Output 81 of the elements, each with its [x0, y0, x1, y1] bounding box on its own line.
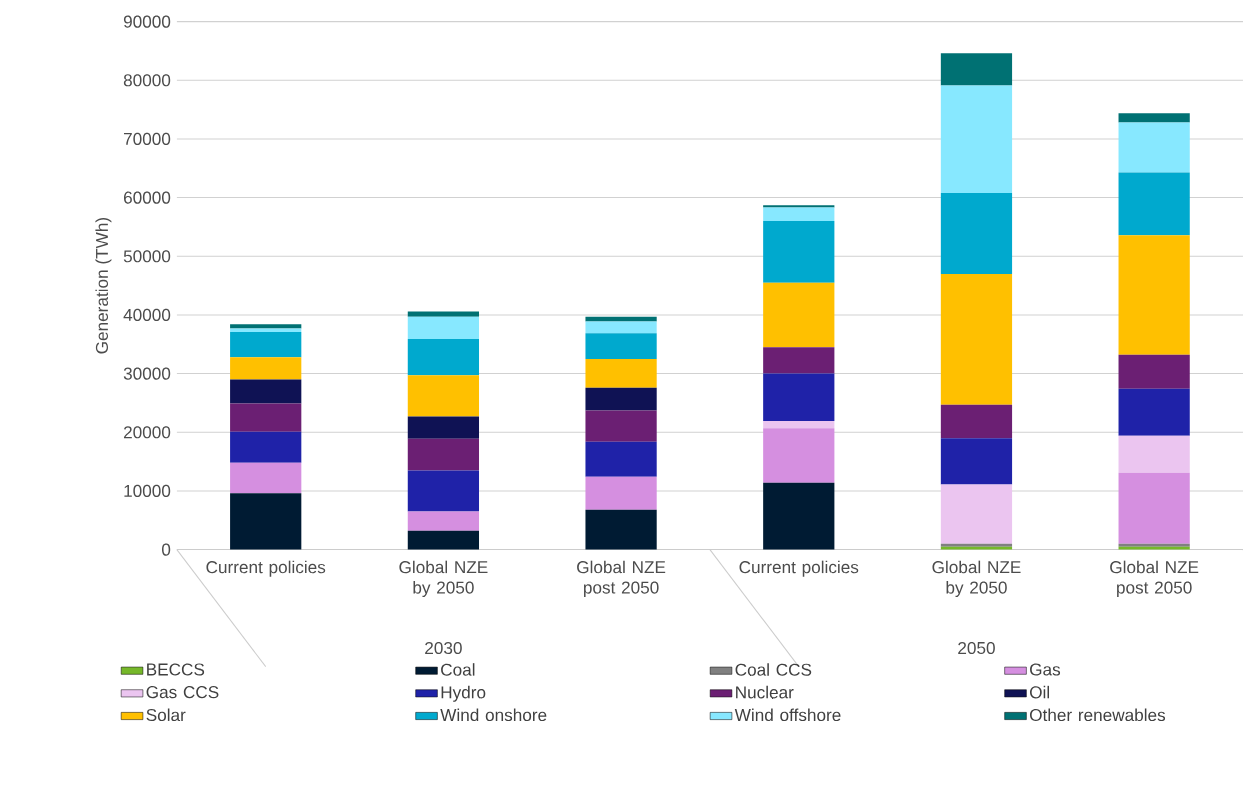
x-tick-label: Global NZE post 2050	[577, 560, 666, 598]
bar	[230, 332, 302, 358]
y-tick-label: 50000	[123, 250, 171, 263]
legend-label: Wind onshore	[440, 708, 547, 722]
bar	[763, 207, 835, 222]
bar	[407, 316, 480, 340]
bar	[230, 328, 302, 333]
bar	[585, 410, 657, 442]
bar	[763, 347, 835, 374]
bar	[1118, 354, 1190, 389]
y-tick-label: 30000	[123, 367, 171, 380]
bar	[230, 379, 302, 404]
bar	[1118, 235, 1190, 355]
bar	[1118, 172, 1190, 236]
bar	[585, 441, 657, 477]
bar	[1118, 388, 1190, 436]
y-tick-label: 80000	[123, 74, 171, 87]
x-tick-label: Current policies	[739, 560, 859, 577]
bar	[940, 193, 1013, 274]
x-tick-label: Global NZE by 2050	[932, 560, 1021, 598]
bar	[940, 438, 1013, 485]
bar	[763, 205, 835, 208]
bar	[407, 375, 480, 417]
bar	[763, 421, 835, 429]
legend-label: Other renewables	[1030, 708, 1166, 722]
bar	[940, 85, 1013, 194]
bar	[407, 416, 480, 439]
bar	[230, 403, 302, 432]
text: 2050	[958, 642, 995, 655]
legend-label: Gas CCS	[146, 686, 219, 699]
legend-label: Solar	[146, 708, 186, 722]
legend-label: Nuclear	[736, 685, 794, 699]
bar	[940, 53, 1013, 86]
text: 2030	[425, 642, 462, 655]
y-tick-label: 0	[162, 543, 171, 556]
bar	[585, 476, 657, 510]
y-tick-label: 20000	[123, 426, 171, 439]
bar	[585, 333, 657, 360]
bar	[763, 428, 835, 483]
x-tick-label: Current policies	[206, 560, 326, 577]
bar	[940, 273, 1013, 405]
y-tick-label: 70000	[124, 132, 171, 146]
bar	[407, 339, 480, 376]
legend-label: Gas	[1030, 663, 1061, 676]
bar	[763, 373, 835, 422]
y-axis-title: Generation (TWh)	[95, 218, 112, 354]
bar	[585, 387, 657, 411]
bar	[1118, 113, 1190, 123]
bar	[585, 321, 657, 334]
legend-label: BECCS	[147, 663, 205, 676]
bar	[1118, 122, 1190, 173]
legend-label: Wind offshore	[734, 708, 841, 722]
bar	[230, 493, 302, 550]
legend-label: Oil	[1030, 685, 1050, 699]
bar	[407, 470, 480, 512]
x-tick-label: Global NZE by 2050	[399, 560, 488, 598]
x-tick-label: Global NZE post 2050	[1110, 560, 1199, 598]
bar	[230, 357, 302, 380]
bar	[763, 482, 835, 550]
bar	[407, 438, 480, 471]
y-tick-label: 10000	[124, 484, 171, 498]
bar	[407, 511, 480, 531]
y-tick-label: 40000	[123, 308, 171, 322]
legend-label: Coal CCS	[735, 663, 812, 676]
legend-label: Hydro	[441, 685, 486, 702]
y-tick-label: 60000	[124, 191, 171, 204]
bar	[940, 484, 1013, 544]
bar	[940, 404, 1013, 439]
bar	[230, 431, 302, 463]
legend-label: Coal	[441, 663, 475, 676]
bar	[230, 462, 302, 494]
bar	[763, 221, 835, 283]
bar	[585, 359, 657, 388]
bar	[1118, 435, 1190, 473]
bar	[1118, 472, 1190, 544]
bar	[585, 509, 657, 550]
bar	[230, 324, 302, 329]
bar	[407, 530, 480, 550]
bar	[763, 282, 835, 348]
y-tick-label: 90000	[123, 15, 171, 28]
bar	[407, 311, 480, 317]
